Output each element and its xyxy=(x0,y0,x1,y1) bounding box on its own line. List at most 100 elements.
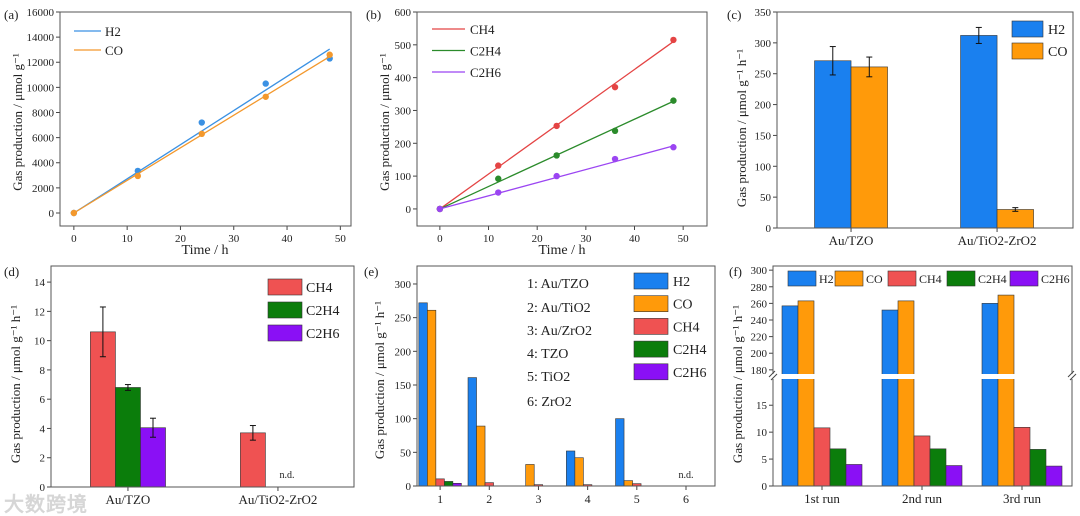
panel-label: (b) xyxy=(366,7,381,22)
bar-CO xyxy=(476,425,486,487)
y-tick-label: 280 xyxy=(751,282,768,294)
x-axis-label: Time / h xyxy=(182,243,229,258)
sample-key-item: 5: TiO2 xyxy=(527,370,570,385)
x-tick-label: 0 xyxy=(71,233,77,245)
legend-label-CH4: CH4 xyxy=(470,22,495,37)
legend-swatch-C2H4 xyxy=(267,301,303,319)
data-point-C2H4 xyxy=(670,97,677,104)
y-tick-label: 400 xyxy=(395,73,412,85)
bar-CH4 xyxy=(435,478,445,487)
x-tick-label: 20 xyxy=(175,233,187,245)
sample-key-item: 4: TZO xyxy=(527,347,568,362)
legend-label-C2H6: C2H6 xyxy=(673,366,706,381)
y-tick-label: 100 xyxy=(755,161,772,173)
data-point-CH4 xyxy=(553,122,560,130)
y-tick-label: 0 xyxy=(406,481,412,493)
data-point-CO xyxy=(198,130,205,138)
bar-C2H6 xyxy=(1045,465,1063,487)
y-tick-label: 14000 xyxy=(27,32,55,44)
y-tick-label: 6000 xyxy=(32,133,55,145)
data-point-C2H4 xyxy=(611,127,619,135)
legend-label-C2H4: C2H4 xyxy=(306,304,339,319)
plot-frame xyxy=(416,11,708,227)
legend-label-CO: CO xyxy=(866,272,883,286)
y-axis-label: Gas production / μmol g⁻¹ h⁻¹ xyxy=(8,305,23,463)
y-tick-label: 250 xyxy=(395,313,412,325)
y-tick-label: 300 xyxy=(395,279,412,291)
bar-C2H4 xyxy=(929,448,947,487)
data-point-C2H6 xyxy=(670,144,677,151)
axis-break-mark xyxy=(768,370,776,378)
x-tick-label: 3rd run xyxy=(1003,491,1041,506)
x-tick-label: 2nd run xyxy=(902,491,943,506)
legend-swatch-H2 xyxy=(1011,20,1044,38)
x-tick-label: 10 xyxy=(122,233,134,245)
x-tick-label: Au/TZO xyxy=(829,233,874,248)
bar-CH4 xyxy=(240,432,266,488)
legend-swatch-C2H4 xyxy=(633,340,669,358)
x-tick-label: 30 xyxy=(580,233,592,245)
bar-H2 xyxy=(814,60,852,229)
watermark: 大数跨境 xyxy=(4,492,88,516)
legend-label-CH4: CH4 xyxy=(306,281,332,296)
data-point-CO xyxy=(262,93,269,100)
data-point-CH4 xyxy=(611,83,619,91)
legend-swatch-CH4 xyxy=(633,318,669,335)
panel-label: (f) xyxy=(729,264,742,279)
legend-label-H2: H2 xyxy=(1048,23,1065,38)
y-tick-label: 150 xyxy=(395,380,412,392)
y-tick-label: 50 xyxy=(400,447,412,459)
legend-swatch-CO xyxy=(633,295,669,313)
legend-label-C2H4: C2H4 xyxy=(978,272,1007,286)
x-tick-label: 0 xyxy=(437,233,443,245)
y-tick-label: 180 xyxy=(751,365,768,377)
axis-break-gap xyxy=(769,374,1076,379)
plot-frame xyxy=(416,265,716,487)
y-tick-label: 4 xyxy=(40,423,46,435)
y-tick-label: 250 xyxy=(755,69,772,81)
legend-swatch-C2H6 xyxy=(1009,270,1039,287)
y-axis-label: Gas production / μmol g⁻¹ h⁻¹ xyxy=(734,49,749,207)
legend-swatch-C2H4 xyxy=(946,270,976,287)
axis-break-mark xyxy=(1067,370,1075,378)
data-point-C2H6 xyxy=(611,155,619,163)
y-tick-label: 150 xyxy=(755,130,772,142)
legend-label-C2H6: C2H6 xyxy=(306,327,339,342)
bar-H2 xyxy=(615,418,625,487)
bar-C2H4 xyxy=(829,448,847,487)
data-point-C2H6 xyxy=(553,172,560,180)
x-tick-label: 6 xyxy=(683,492,689,506)
bar-C2H4 xyxy=(115,387,141,488)
y-tick-label: 300 xyxy=(395,105,412,117)
y-tick-label: 12000 xyxy=(27,57,55,69)
y-tick-label: 6 xyxy=(40,394,46,406)
y-tick-label: 0 xyxy=(762,481,768,493)
bar-H2 xyxy=(981,303,999,487)
y-tick-label: 600 xyxy=(395,7,412,19)
data-point-C2H4 xyxy=(553,152,560,159)
panel-label: (e) xyxy=(364,264,378,279)
y-tick-label: 10000 xyxy=(27,82,55,94)
y-tick-label: 2000 xyxy=(32,183,55,195)
bar-CO xyxy=(574,457,584,487)
nd-annotation: n.d. xyxy=(678,470,693,481)
legend-swatch-H2 xyxy=(787,270,817,287)
bar-H2 xyxy=(467,377,477,487)
y-tick-label: 16000 xyxy=(27,7,55,19)
y-axis-label: Gas production / μmol g⁻¹ h⁻¹ xyxy=(372,301,387,459)
bar-H2 xyxy=(418,302,428,487)
y-tick-label: 200 xyxy=(751,348,768,360)
x-tick-label: 4 xyxy=(585,492,591,506)
x-tick-label: 50 xyxy=(335,233,347,245)
bar-C2H6 xyxy=(845,464,863,487)
legend-label-C2H4: C2H4 xyxy=(673,343,706,358)
y-tick-label: 5 xyxy=(762,454,768,466)
y-tick-label: 4000 xyxy=(32,158,55,170)
y-tick-label: 300 xyxy=(751,265,768,277)
panel-label: (c) xyxy=(727,7,741,22)
legend-swatch-CO xyxy=(834,270,864,287)
x-tick-label: 10 xyxy=(483,233,495,245)
y-tick-label: 240 xyxy=(751,315,768,327)
y-tick-label: 2 xyxy=(40,453,46,465)
